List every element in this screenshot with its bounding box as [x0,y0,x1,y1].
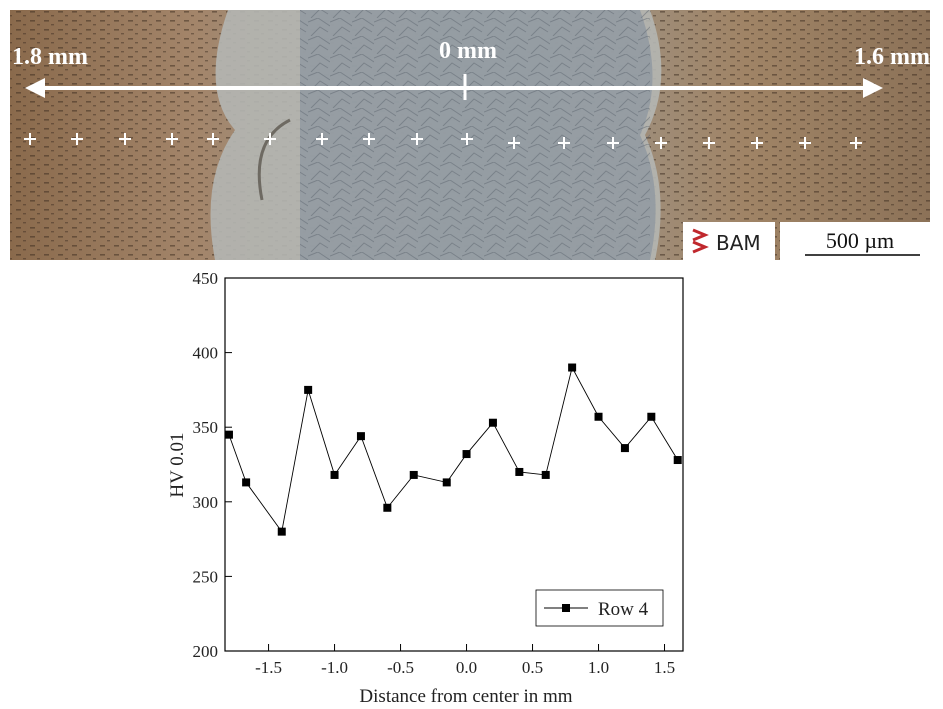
indent-mark [655,137,667,149]
indent-mark [119,133,131,145]
data-point [462,450,471,459]
x-tick-label: -1.5 [255,658,282,677]
data-point [242,478,251,487]
series-line [228,366,679,533]
data-point [277,527,286,536]
indent-mark [207,133,219,145]
logo: BAM [716,231,761,255]
legend-marker [562,604,570,612]
y-axis-label: HV 0.01 [167,432,188,497]
scale-bar-label: 500 µm [826,228,894,253]
indent-mark [71,133,83,145]
y-tick-label: 250 [193,567,219,586]
x-tick-label: -1.0 [321,658,348,677]
right-label: 1.6 mm [854,44,930,70]
data-point [224,430,233,439]
center-label: 0 mm [439,38,497,64]
micrograph: 1.8 mm 0 mm 1.6 mm BAM 500 µm [10,10,930,260]
plot-frame [224,277,684,652]
indent-mark [264,133,276,145]
y-tick-label: 300 [193,493,219,512]
data-point [594,412,603,421]
indent-mark [461,133,473,145]
indent-mark [558,137,570,149]
indent-mark [24,133,36,145]
y-tick-label: 400 [193,344,219,363]
y-tick-label: 350 [193,418,219,437]
x-tick-label: -0.5 [387,658,414,677]
indent-mark [703,137,715,149]
data-point [356,432,365,441]
indent-mark [850,137,862,149]
x-tick-label: 1.5 [654,658,675,677]
y-tick-label: 450 [193,269,219,288]
indent-mark [411,133,423,145]
legend-label: Row 4 [598,599,649,620]
x-tick-label: 0.0 [456,658,477,677]
data-point [330,470,339,479]
indent-mark [799,137,811,149]
x-tick-label: 1.0 [588,658,609,677]
data-point [515,467,524,476]
data-point [647,412,656,421]
data-point [409,470,418,479]
data-point [488,418,497,427]
indent-mark [508,137,520,149]
data-point [442,478,451,487]
data-point [541,470,550,479]
indent-mark [751,137,763,149]
data-point [304,385,313,394]
x-axis-label: Distance from center in mm [359,686,572,707]
y-tick-label: 200 [193,642,219,661]
data-point [568,363,577,372]
x-tick-label: 0.5 [522,658,543,677]
data-point [383,503,392,512]
left-label: 1.8 mm [12,44,88,70]
indent-mark [316,133,328,145]
indent-mark [607,137,619,149]
indent-mark [166,133,178,145]
data-point [673,456,682,465]
data-point [620,444,629,453]
indent-mark [363,133,375,145]
